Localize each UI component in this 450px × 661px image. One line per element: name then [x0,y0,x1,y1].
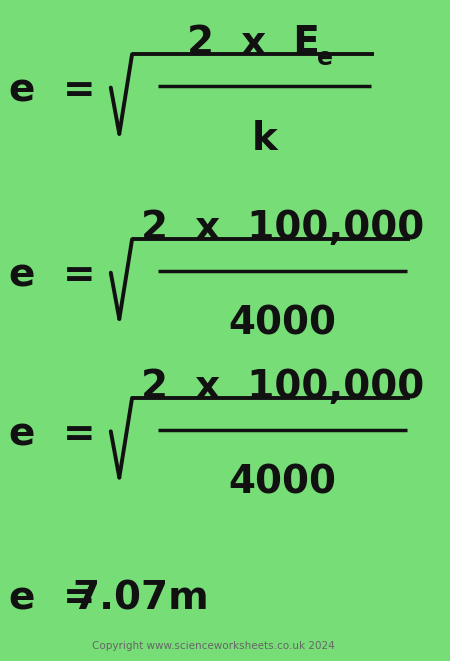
Text: 2  x  100,000: 2 x 100,000 [141,209,424,247]
Text: e: e [8,579,35,617]
Text: 2  x  E: 2 x E [187,24,320,62]
Text: e: e [8,257,35,295]
Text: k: k [251,120,277,158]
Text: e: e [8,72,35,110]
Text: e: e [8,416,35,453]
Text: Copyright www.scienceworksheets.co.uk 2024: Copyright www.scienceworksheets.co.uk 20… [92,641,334,651]
Text: =: = [63,579,95,617]
Text: 2  x  100,000: 2 x 100,000 [141,368,424,406]
Text: e: e [317,46,333,69]
Text: =: = [63,257,95,295]
Text: 4000: 4000 [228,305,336,343]
Text: 7.07m: 7.07m [72,579,209,617]
Text: 4000: 4000 [228,463,336,502]
Text: =: = [63,72,95,110]
Text: =: = [63,416,95,453]
